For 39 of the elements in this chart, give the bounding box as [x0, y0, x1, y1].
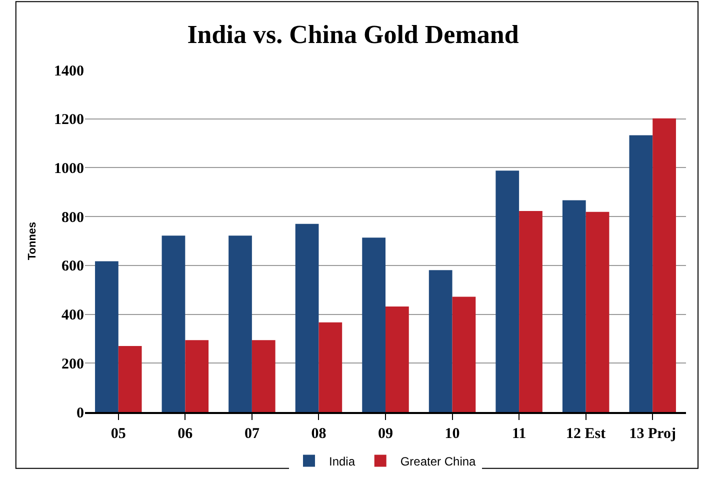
bar: [95, 261, 118, 412]
bar: [118, 346, 142, 412]
y-tick-label: 0: [76, 405, 84, 422]
y-tick-label: 800: [62, 210, 84, 226]
y-tick-label: 1400: [54, 63, 84, 80]
x-tick-label: 08: [311, 426, 326, 442]
bar: [252, 340, 276, 412]
bar: [295, 224, 319, 412]
bar: [428, 270, 452, 412]
x-tick-label: 09: [378, 426, 393, 442]
x-tick-label: 11: [512, 426, 526, 442]
bar: [185, 340, 209, 412]
y-tick-label: 1200: [54, 112, 84, 128]
bar: [496, 170, 520, 412]
chart-title: India vs. China Gold Demand: [187, 20, 520, 50]
bar: [228, 236, 252, 412]
bar: [162, 236, 186, 412]
bar: [629, 135, 653, 412]
legend-label: India: [329, 454, 356, 468]
bar: [586, 212, 610, 412]
x-tick-label: 06: [178, 426, 194, 442]
x-tick-label: 13 Proj: [629, 426, 676, 442]
x-tick-label: 10: [444, 426, 460, 442]
bar: [362, 238, 386, 412]
x-tick-label: 07: [244, 426, 260, 442]
y-tick-label: 600: [62, 258, 84, 275]
y-tick-label: 1000: [54, 160, 84, 177]
y-tick-label: 400: [62, 308, 84, 324]
bar: [386, 306, 409, 412]
x-tick-label: 12 Est: [566, 426, 606, 442]
x-tick-label: 05: [110, 426, 126, 442]
y-axis-title: Tonnes: [26, 222, 39, 260]
bar: [452, 296, 476, 412]
bar: [318, 322, 342, 412]
legend-label: Greater China: [400, 454, 476, 468]
bar: [519, 210, 542, 412]
y-tick-label: 200: [62, 356, 84, 372]
bar: [562, 200, 586, 412]
bar: [652, 118, 676, 412]
